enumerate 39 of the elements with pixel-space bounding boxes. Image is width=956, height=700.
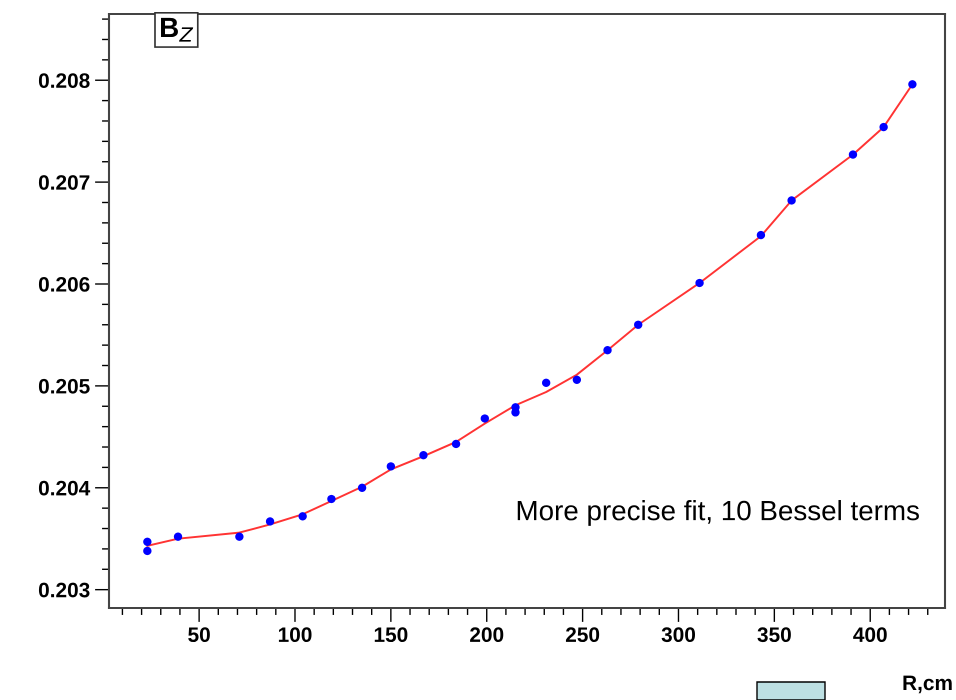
- x-tick-label: 300: [662, 627, 696, 642]
- y-tick-label: 0.208: [38, 73, 90, 88]
- point: [419, 451, 428, 460]
- point: [266, 517, 274, 526]
- y-tick-label: 0.207: [38, 175, 90, 190]
- x-tick-label: 150: [374, 627, 408, 642]
- point: [848, 150, 858, 159]
- point: [787, 196, 796, 205]
- point: [358, 484, 366, 492]
- point: [143, 546, 152, 556]
- y-tick-label: 0.203: [38, 582, 90, 598]
- y-tick-label: 0.206: [38, 277, 90, 292]
- x-tick-label: 200: [470, 627, 504, 642]
- x-tick-label: 100: [278, 627, 312, 642]
- point: [634, 320, 642, 329]
- point: [174, 532, 182, 541]
- point: [235, 532, 244, 541]
- point: [327, 494, 336, 504]
- y-tick-label: 0.205: [38, 378, 90, 394]
- point: [298, 512, 307, 520]
- y-tick-label: 0.204: [38, 480, 90, 496]
- point: [480, 414, 489, 423]
- x-tick-label: 350: [757, 627, 791, 642]
- point: [386, 462, 396, 471]
- point: [695, 278, 704, 288]
- point: [143, 538, 152, 546]
- point: [879, 122, 888, 132]
- x-tick-label: 400: [853, 627, 887, 642]
- annotation: More precise fit, 10 Bessel terms: [518, 500, 919, 526]
- point: [452, 440, 460, 448]
- point: [908, 80, 917, 88]
- point: [572, 376, 582, 384]
- x-axis-title: R,cm: [903, 676, 952, 694]
- point: [542, 378, 550, 387]
- x-tick-label: 50: [188, 627, 210, 642]
- point: [603, 346, 612, 354]
- point: [756, 230, 766, 240]
- x-tick-label: 250: [566, 627, 600, 642]
- chart-title: B$_{Z}$: [161, 18, 194, 42]
